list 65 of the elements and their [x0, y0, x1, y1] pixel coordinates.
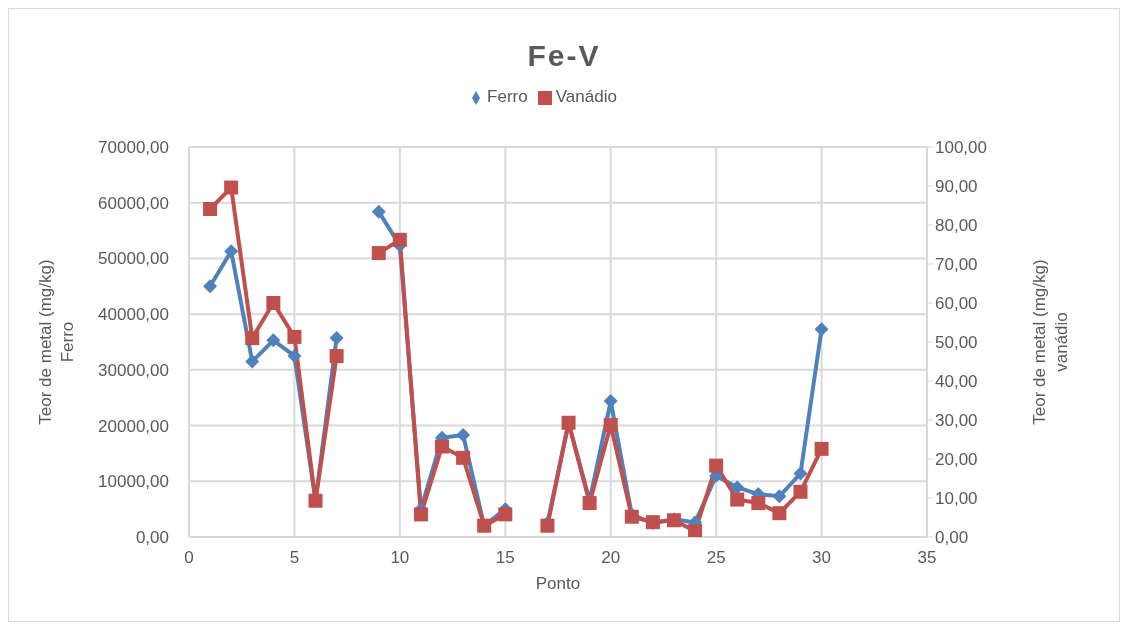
point: [245, 354, 260, 369]
x-tick-label: 10: [390, 548, 410, 568]
point: [371, 246, 386, 261]
point: [224, 180, 239, 195]
y2-tick-label: 10,00: [935, 489, 978, 509]
point: [751, 496, 766, 511]
point: [224, 244, 239, 259]
point: [266, 333, 281, 348]
x-tick-label: 30: [812, 548, 832, 568]
point: [730, 492, 745, 507]
y2-tick-label: 90,00: [935, 177, 978, 197]
y-tick-label: 60000,00: [98, 193, 169, 213]
y2-tick-label: 100,00: [935, 138, 987, 158]
point: [793, 484, 808, 499]
point: [203, 202, 218, 217]
point: [435, 439, 450, 454]
point: [814, 441, 829, 456]
point: [413, 507, 428, 522]
point: [371, 204, 386, 219]
point: [329, 331, 344, 346]
x-tick-label: 0: [184, 548, 194, 568]
y2-tick-label: 70,00: [935, 255, 978, 275]
x-tick-label: 15: [495, 548, 515, 568]
legend-label: Vanádio: [555, 87, 617, 106]
y-axis-title: Teor de metal (mg/kg) Ferro: [36, 259, 77, 425]
point: [793, 466, 808, 481]
point: [392, 232, 407, 247]
chart-title: Fe-V: [526, 38, 602, 74]
x-axis-title: Ponto: [535, 574, 581, 593]
legend-label: Ferro: [487, 87, 528, 106]
y-tick-label: 0,00: [135, 528, 169, 548]
y2-tick-label: 30,00: [935, 411, 978, 431]
y2-axis-title: Teor de metal (mg/kg) vanádio: [1030, 259, 1071, 425]
point: [772, 489, 787, 504]
point: [603, 418, 618, 433]
point: [772, 506, 787, 521]
y2-tick-label: 60,00: [935, 294, 978, 314]
y-tick-label: 40000,00: [98, 305, 169, 325]
point: [709, 458, 724, 473]
y2-tick-label: 40,00: [935, 372, 978, 392]
point: [498, 507, 513, 522]
y-tick-label: 10000,00: [98, 472, 169, 492]
y2-tick-label: 0,00: [935, 528, 969, 548]
y-tick-label: 70000,00: [98, 138, 169, 158]
point: [456, 450, 471, 465]
y2-tick-label: 80,00: [935, 216, 978, 236]
point: [287, 348, 302, 363]
point: [456, 428, 471, 443]
y-tick-label: 30000,00: [98, 360, 169, 380]
y-tick-label: 50000,00: [98, 249, 169, 269]
x-tick-label: 35: [917, 548, 937, 568]
y-tick-label: 20000,00: [98, 416, 169, 436]
x-tick-label: 5: [289, 548, 300, 568]
point: [730, 480, 745, 495]
y2-tick-label: 50,00: [935, 333, 978, 353]
x-tick-label: 25: [706, 548, 726, 568]
y2-tick-label: 20,00: [935, 450, 978, 470]
point: [688, 524, 703, 537]
point: [287, 329, 302, 344]
point: [814, 322, 829, 337]
point: [203, 279, 218, 294]
x-tick-label: 20: [601, 548, 621, 568]
point: [266, 296, 281, 310]
point: [329, 349, 344, 364]
point: [245, 331, 260, 346]
